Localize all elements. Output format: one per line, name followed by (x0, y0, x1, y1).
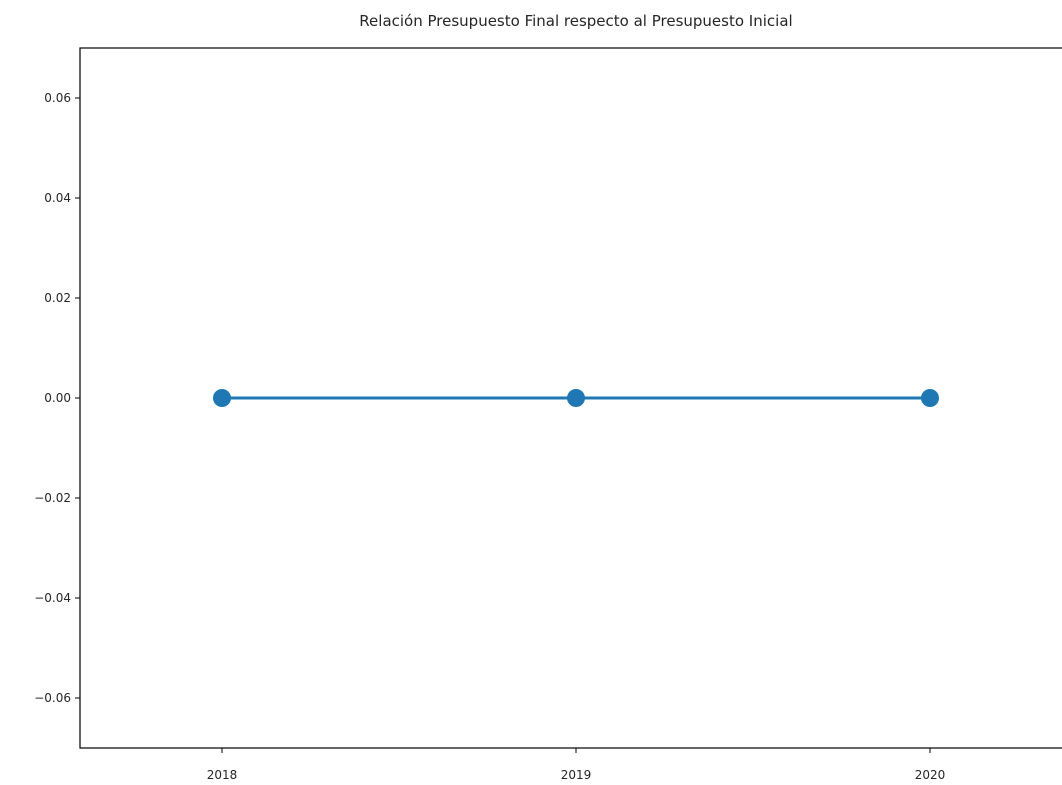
y-tick-label: 0.02 (44, 291, 71, 305)
x-axis: 2018 2019 2020 (207, 748, 946, 782)
data-point (213, 389, 231, 407)
chart-title: Relación Presupuesto Final respecto al P… (359, 12, 792, 30)
y-tick-label: 0.04 (44, 191, 71, 205)
y-tick-label: −0.06 (34, 691, 71, 705)
x-tick-label: 2018 (207, 768, 238, 782)
y-axis: 0.06 0.04 0.02 0.00 −0.02 −0.04 −0.06 (34, 91, 80, 705)
x-tick-label: 2019 (561, 768, 592, 782)
y-tick-label: 0.00 (44, 391, 71, 405)
y-tick-label: −0.02 (34, 491, 71, 505)
x-tick-label: 2020 (915, 768, 946, 782)
series-layer (213, 389, 939, 407)
data-point (567, 389, 585, 407)
y-tick-label: −0.04 (34, 591, 71, 605)
data-point (921, 389, 939, 407)
y-tick-label: 0.06 (44, 91, 71, 105)
